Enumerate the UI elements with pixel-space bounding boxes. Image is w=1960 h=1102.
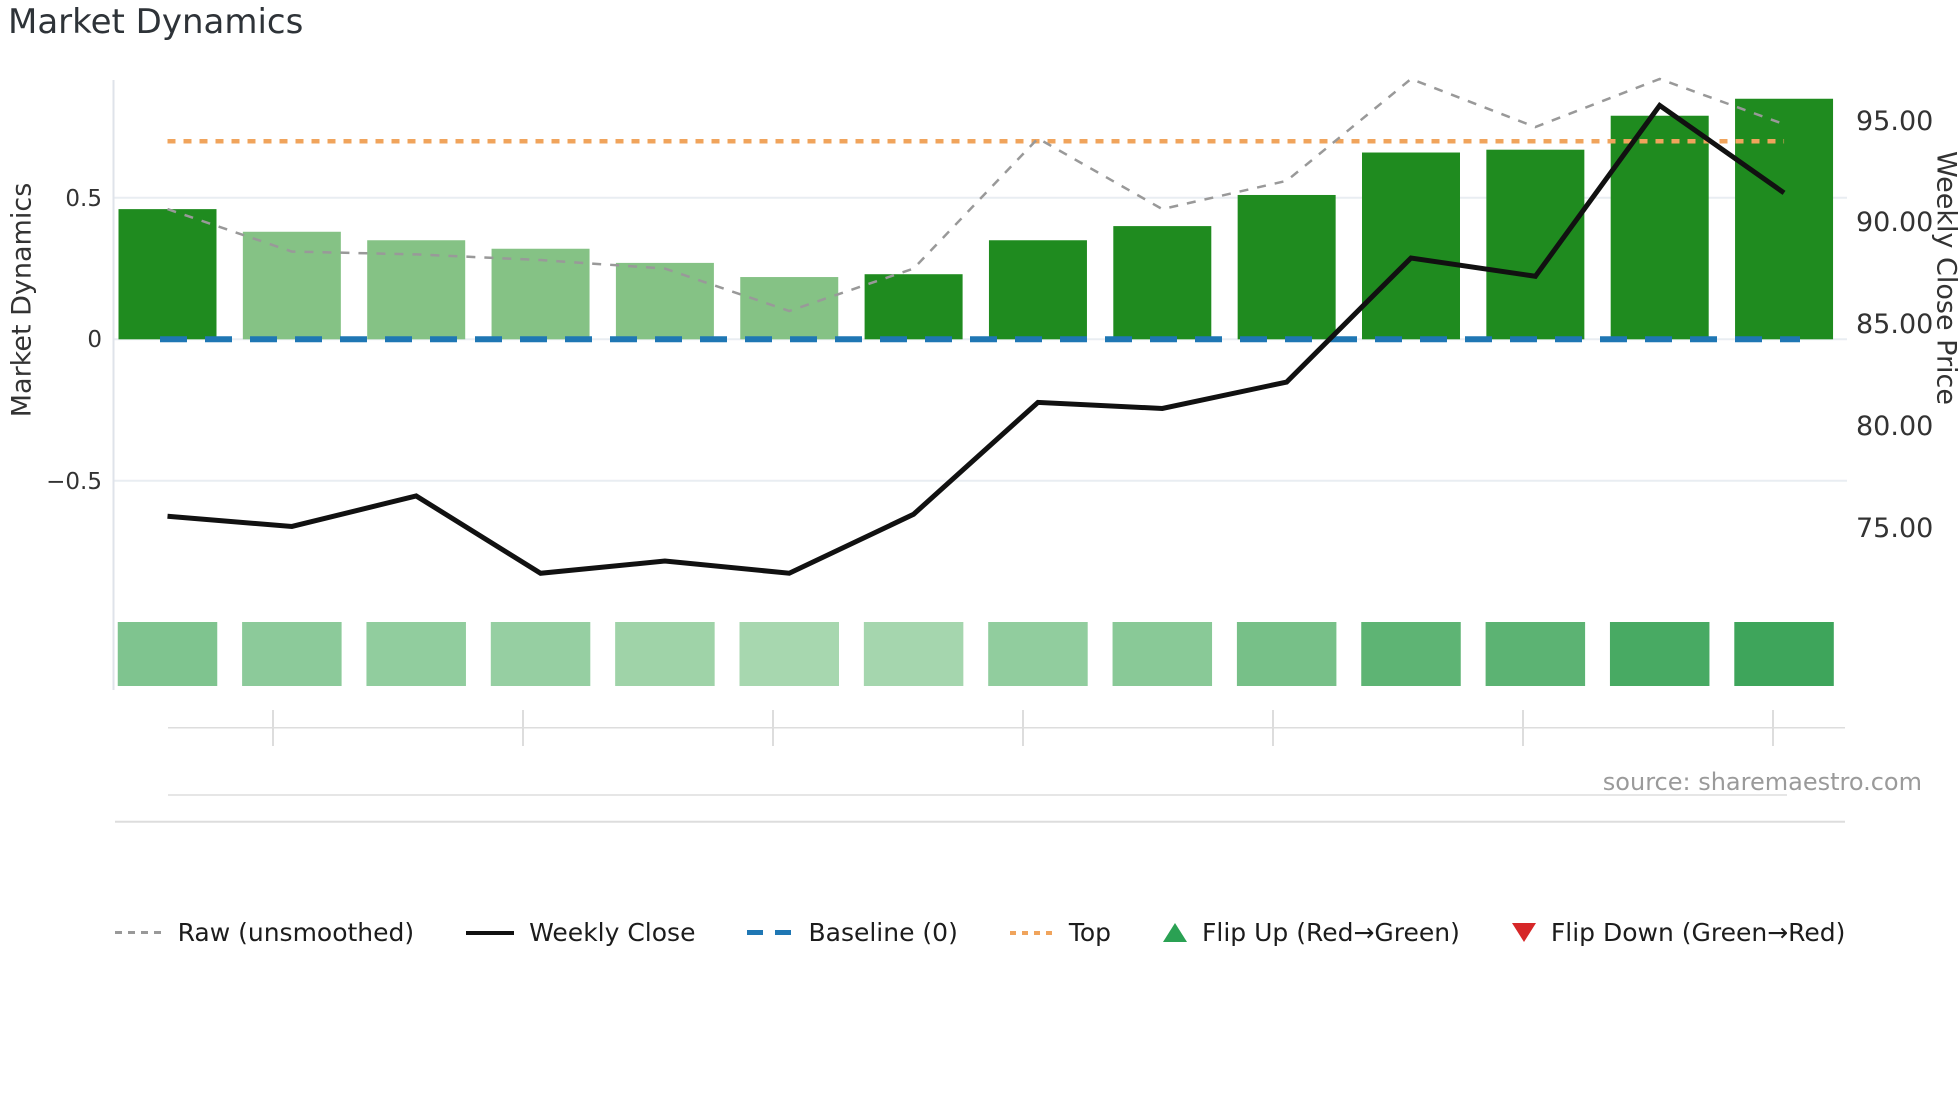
legend-item-flip-up: Flip Up (Red→Green) (1163, 918, 1460, 947)
down-triangle-icon (1511, 923, 1536, 942)
bar (740, 277, 839, 340)
left-tick-neg0_5: −0.5 (46, 469, 102, 495)
left-tick-0_5: 0.5 (65, 186, 102, 212)
bar (118, 209, 217, 340)
bar (988, 240, 1087, 340)
legend-label: Weekly Close (529, 918, 696, 947)
bar (1735, 98, 1834, 340)
blue-dashed-line-icon (747, 930, 794, 935)
bar (864, 274, 963, 340)
legend-item-raw: Raw (unsmoothed) (114, 918, 415, 947)
heat-strip-cell (988, 622, 1088, 686)
legend-label: Flip Up (Red→Green) (1202, 918, 1460, 947)
legend-label: Top (1068, 918, 1112, 947)
heat-strip-cell (366, 622, 466, 686)
heat-strip-cell (1236, 622, 1337, 686)
heat-strip-cell (1485, 622, 1586, 686)
bar (615, 262, 714, 340)
heat-strip-cell (242, 622, 342, 686)
bar (1113, 226, 1212, 340)
right-tick-90: 90.00 (1856, 207, 1934, 238)
legend-item-flip-down: Flip Down (Green→Red) (1511, 918, 1846, 947)
up-triangle-icon (1163, 923, 1188, 942)
legend-item-baseline: Baseline (0) (747, 918, 958, 947)
legend-item-top: Top (1009, 918, 1112, 947)
legend-label: Raw (unsmoothed) (177, 918, 415, 947)
heat-strip-cell (490, 622, 591, 686)
bar (242, 231, 341, 340)
weekly-close-line (167, 101, 1786, 576)
legend-item-weekly-close: Weekly Close (466, 918, 695, 947)
right-axis-label: Weekly Close Price (1930, 150, 1960, 406)
heat-strip-cell (863, 622, 964, 686)
black-solid-line-icon (466, 930, 515, 935)
heat-strip-cell (1112, 622, 1213, 686)
legend-label: Baseline (0) (808, 918, 958, 947)
heat-strip-cell (1361, 622, 1461, 686)
raw-line (167, 77, 1785, 313)
right-tick-80: 80.00 (1856, 411, 1934, 442)
bar (1237, 194, 1336, 340)
source-credit: source: sharemaestro.com (1602, 768, 1922, 796)
heat-strip-cell (1734, 622, 1834, 686)
right-tick-75: 75.00 (1856, 513, 1934, 544)
legend-label: Flip Down (Green→Red) (1550, 918, 1846, 947)
bar (1486, 149, 1585, 340)
chart-legend: Raw (unsmoothed) Weekly Close Baseline (… (0, 918, 1960, 947)
heat-strip-cell (1609, 622, 1710, 686)
orange-dotted-line-icon (1009, 930, 1054, 935)
left-axis-label: Market Dynamics (6, 182, 38, 418)
bar (1362, 152, 1460, 340)
left-tick-0: 0 (87, 327, 102, 353)
heat-strip-cell (615, 622, 715, 686)
heat-strip-cell (739, 622, 839, 686)
page-title: Market Dynamics (8, 2, 304, 42)
heat-strip-cell (117, 622, 218, 686)
right-tick-95: 95.00 (1856, 106, 1934, 137)
bar (491, 248, 590, 340)
gray-dashed-line-icon (114, 931, 163, 934)
right-tick-85: 85.00 (1856, 309, 1934, 340)
